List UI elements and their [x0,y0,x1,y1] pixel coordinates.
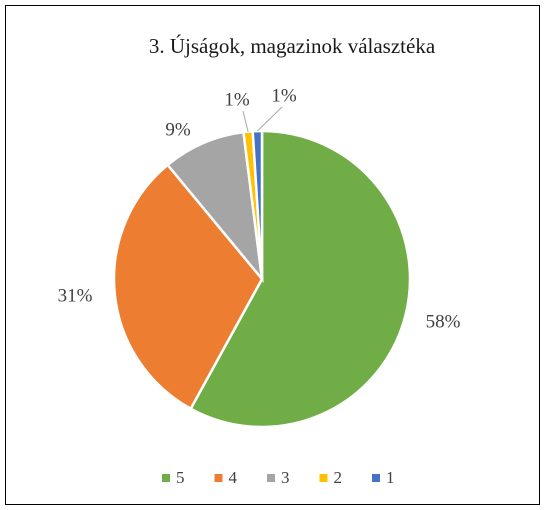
leader-line [242,110,249,132]
pie-slice [165,130,264,284]
legend-swatch [267,474,275,482]
chart-title: 3. Újságok, magazinok választéka [149,34,436,58]
leader-line [257,106,283,132]
legend-swatch [319,474,328,482]
data-label: 58% [426,311,461,332]
pie-slice [189,129,412,429]
legend-swatch [372,474,380,482]
pie-slice [112,163,264,411]
data-label: 1% [224,89,250,110]
legend-label: 5 [176,468,185,487]
legend-swatch [214,474,223,482]
legend-swatch [162,474,170,482]
data-label: 1% [271,85,297,106]
legend-label: 4 [229,468,238,487]
data-label: 9% [165,119,191,140]
legend-label: 2 [334,468,343,487]
legend-label: 3 [281,468,290,487]
legend-label: 1 [386,468,395,487]
data-label: 31% [58,285,93,306]
